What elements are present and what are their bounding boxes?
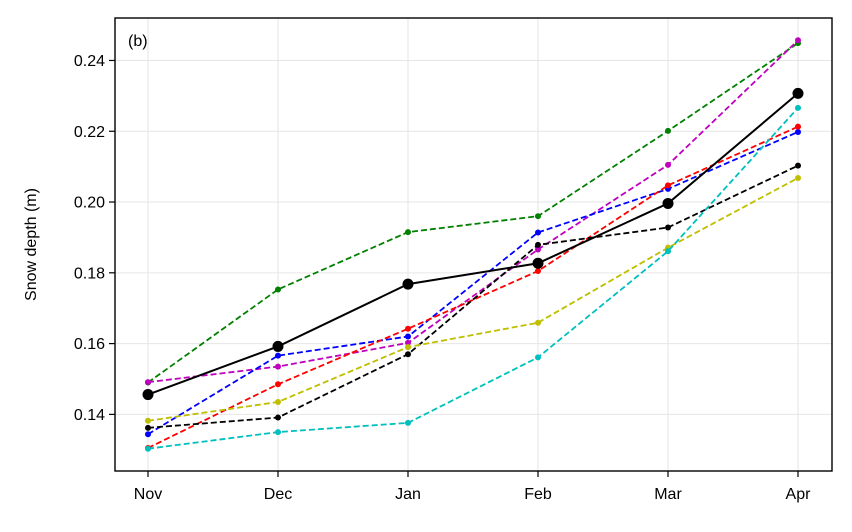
data-point bbox=[275, 286, 281, 293]
data-point bbox=[405, 325, 411, 332]
data-point bbox=[535, 241, 541, 248]
data-point bbox=[275, 398, 281, 405]
series-line bbox=[147, 177, 799, 422]
y-tick-label: 0.16 bbox=[74, 336, 105, 353]
data-point bbox=[275, 352, 281, 359]
series-line bbox=[147, 131, 799, 435]
data-point bbox=[145, 417, 151, 424]
series-line bbox=[147, 92, 799, 396]
data-point bbox=[665, 182, 671, 189]
data-point bbox=[275, 363, 281, 370]
data-point bbox=[535, 213, 541, 220]
data-point bbox=[405, 351, 411, 358]
data-point bbox=[145, 424, 151, 431]
data-point bbox=[405, 333, 411, 340]
data-point bbox=[795, 162, 801, 169]
plot-frame bbox=[114, 17, 833, 472]
data-point bbox=[532, 257, 544, 269]
y-axis: 0.14 0.16 0.18 0.20 0.22 0.24 bbox=[74, 53, 115, 424]
data-point bbox=[405, 344, 411, 351]
y-tick-label: 0.24 bbox=[74, 53, 105, 70]
series-layer bbox=[142, 37, 804, 452]
x-tick-label: Dec bbox=[264, 486, 292, 503]
data-point bbox=[402, 278, 414, 290]
series-line bbox=[147, 107, 799, 450]
data-point bbox=[795, 123, 801, 130]
data-point bbox=[665, 161, 671, 168]
y-axis-label: Snow depth (m) bbox=[23, 188, 40, 301]
series-6 bbox=[145, 174, 801, 424]
series-7 bbox=[145, 104, 801, 452]
x-tick-label: Apr bbox=[786, 486, 812, 503]
data-point bbox=[795, 174, 801, 181]
data-point bbox=[665, 127, 671, 134]
data-point bbox=[535, 229, 541, 236]
data-point bbox=[405, 339, 411, 346]
data-point bbox=[275, 381, 281, 388]
data-point bbox=[145, 431, 151, 438]
data-point bbox=[662, 197, 674, 209]
grid bbox=[115, 18, 832, 471]
data-point bbox=[535, 246, 541, 253]
y-tick-label: 0.20 bbox=[74, 195, 105, 212]
y-tick-label: 0.14 bbox=[74, 407, 105, 424]
data-point bbox=[535, 319, 541, 326]
series-line bbox=[147, 42, 799, 384]
series-4 bbox=[145, 123, 801, 451]
series-5 bbox=[145, 162, 801, 431]
x-tick-label: Jan bbox=[395, 486, 421, 503]
y-tick-label: 0.22 bbox=[74, 124, 105, 141]
data-point bbox=[665, 248, 671, 255]
series-line bbox=[147, 125, 799, 449]
data-point bbox=[145, 445, 151, 452]
data-point bbox=[142, 389, 154, 401]
x-tick-label: Feb bbox=[524, 486, 552, 503]
data-point bbox=[145, 379, 151, 386]
y-tick-label: 0.18 bbox=[74, 265, 105, 282]
data-point bbox=[275, 414, 281, 421]
panel-label: (b) bbox=[128, 33, 148, 50]
data-point bbox=[665, 224, 671, 231]
data-point bbox=[405, 419, 411, 426]
x-tick-label: Nov bbox=[134, 486, 162, 503]
data-point bbox=[535, 354, 541, 361]
data-point bbox=[795, 37, 801, 44]
data-point bbox=[795, 104, 801, 111]
series-8 bbox=[142, 87, 804, 401]
data-point bbox=[792, 87, 804, 99]
data-point bbox=[275, 429, 281, 436]
data-point bbox=[272, 340, 284, 352]
data-point bbox=[795, 128, 801, 135]
x-axis: Nov Dec Jan Feb Mar Apr bbox=[134, 471, 811, 503]
x-tick-label: Mar bbox=[654, 486, 682, 503]
data-point bbox=[405, 229, 411, 236]
data-point bbox=[535, 268, 541, 275]
series-line bbox=[147, 164, 799, 429]
